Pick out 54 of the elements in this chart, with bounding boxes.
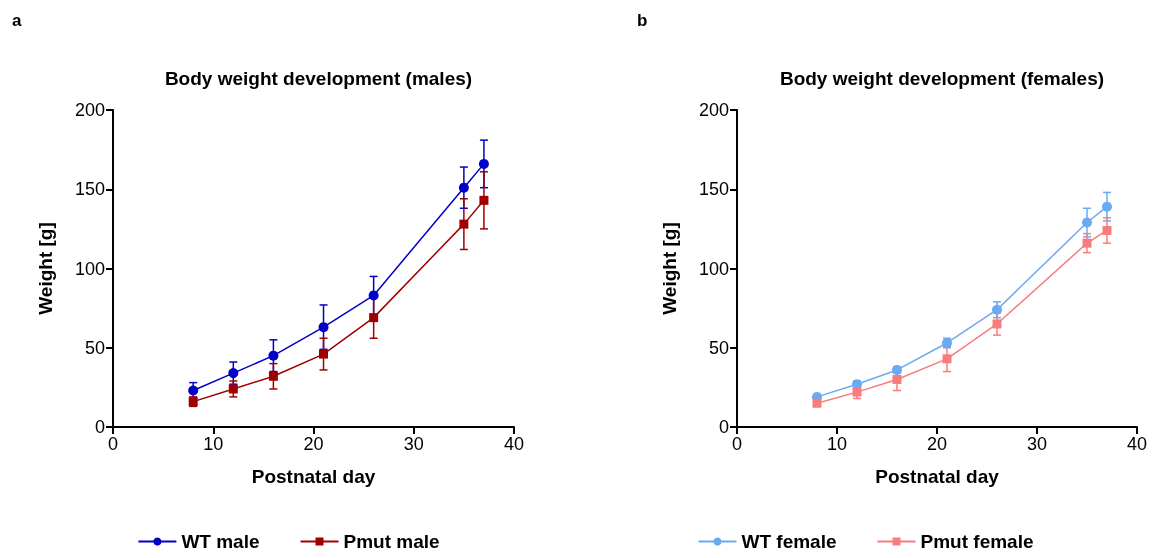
- x-tick-label: 30: [1026, 434, 1048, 454]
- point: [479, 195, 489, 205]
- chart-title: Body weight development (females): [779, 68, 1105, 89]
- y-tick-label: 150: [74, 179, 105, 200]
- y-tick-label: 0: [718, 417, 729, 437]
- point: [478, 158, 489, 169]
- y-axis-title: Weight [g]: [35, 222, 56, 315]
- point: [992, 304, 1002, 315]
- point: [228, 368, 239, 379]
- x-axis-title: Postnatal day: [251, 466, 376, 487]
- point: [228, 384, 238, 394]
- y-tick-label: 150: [698, 179, 729, 200]
- y-tick-label: 50: [84, 337, 105, 358]
- point: [1082, 217, 1092, 228]
- point: [369, 313, 379, 323]
- point: [368, 290, 379, 301]
- point: [319, 349, 329, 359]
- x-tick-label: 20: [303, 434, 324, 454]
- x-tick-label: 0: [107, 434, 119, 454]
- point: [1102, 225, 1112, 235]
- y-tick-label: 200: [74, 100, 105, 120]
- point: [268, 371, 278, 381]
- y-tick-label: 0: [94, 417, 105, 437]
- point: [942, 354, 952, 364]
- y-tick-label: 200: [698, 100, 729, 120]
- point: [459, 219, 469, 229]
- point: [268, 350, 279, 361]
- y-tick-label: 100: [74, 258, 105, 279]
- legend-label: WT female: [741, 531, 837, 552]
- point: [188, 385, 199, 396]
- x-tick-label: 20: [926, 434, 948, 454]
- x-tick-label: 0: [731, 434, 743, 454]
- point: [1102, 201, 1112, 212]
- legend-label: Pmut female: [920, 531, 1034, 552]
- x-tick-label: 10: [203, 434, 224, 454]
- x-tick-label: 40: [1126, 434, 1148, 454]
- y-tick-label: 100: [698, 258, 729, 279]
- point: [892, 374, 902, 384]
- x-axis-title: Postnatal day: [875, 466, 1000, 487]
- point: [992, 319, 1002, 329]
- legend-label: WT male: [181, 531, 260, 552]
- point: [318, 322, 329, 333]
- y-axis-title: Weight [g]: [659, 222, 680, 315]
- text: a: [12, 11, 22, 30]
- text: b: [637, 11, 648, 30]
- legend-label: Pmut male: [343, 531, 440, 552]
- point: [1082, 238, 1092, 248]
- x-tick-label: 40: [503, 434, 525, 454]
- y-tick-label: 50: [708, 337, 729, 358]
- x-tick-label: 30: [403, 434, 424, 454]
- x-tick-label: 10: [826, 434, 848, 454]
- chart-title: Body weight development (males): [164, 68, 473, 89]
- point: [458, 182, 469, 193]
- point: [812, 398, 822, 408]
